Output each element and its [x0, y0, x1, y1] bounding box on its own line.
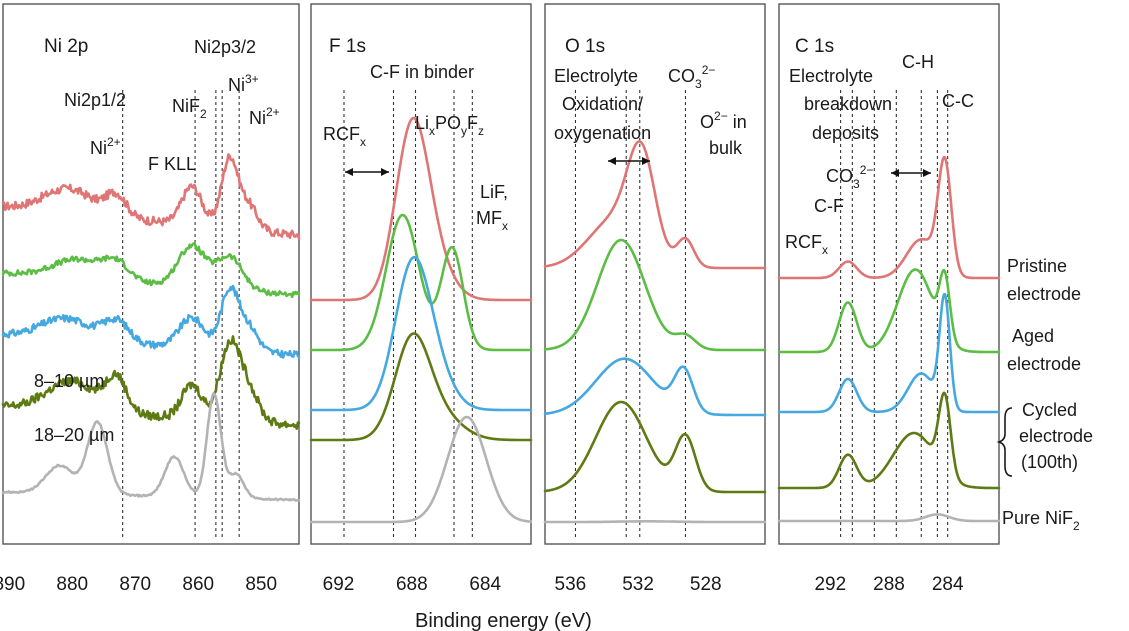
spectrum-o1s-1: [543, 238, 767, 352]
tick-label-ni2p-890: 890: [0, 574, 25, 595]
panel-title-f1s: F 1s: [329, 36, 366, 57]
spectrum-f1s-1: [309, 213, 533, 352]
tick-label-c1s-284: 284: [932, 574, 964, 595]
annotation-ni2p32: Ni2p3/2: [194, 37, 256, 57]
spectrum-c1s-2: [777, 292, 1001, 414]
tick-label-c1s-288: 288: [873, 574, 905, 595]
spectrum-o1s-2: [543, 357, 767, 417]
annotation-electrolyte-o: Electrolyte: [554, 66, 638, 86]
panel-frame-o1s: [544, 3, 766, 545]
tick-label-o1s-532: 532: [622, 574, 654, 595]
panel-title-c1s: C 1s: [795, 36, 834, 57]
tick-label-ni2p-870: 870: [119, 574, 151, 595]
arrowhead-co3-left: [891, 169, 899, 177]
tick-labels: 890 880 870 860 850 692 688 684 536 532 528 292 288 2…: [0, 574, 964, 595]
annotation-oxidation: Oxidation/: [562, 94, 643, 114]
annotation-lixpoyfz: LixPOyFz: [415, 113, 484, 138]
legend-pristine: Pristine electrode: [1007, 256, 1081, 304]
spectrum-f1s-0: [309, 116, 533, 302]
annotation-ch: C-H: [902, 52, 934, 72]
tick-label-f1s-684: 684: [469, 574, 501, 595]
panel-title-ni2p: Ni 2p: [44, 36, 88, 57]
annotation-cc: C-C: [942, 91, 974, 111]
spectrum-o1s-0: [543, 140, 767, 270]
annotation-ni2plus-left: Ni2+: [90, 135, 121, 158]
annotation-nif2: NiF2: [172, 96, 207, 121]
legend-pure-nif2: Pure NiF2: [1002, 508, 1080, 533]
annotation-bulk: bulk: [709, 138, 743, 158]
annotation-rcfx-c: RCFx: [785, 232, 828, 257]
panel-title-o1s: O 1s: [565, 36, 605, 57]
panel-frame-c1s: [778, 3, 1000, 545]
annotation-ni2plus-right: Ni2+: [249, 105, 280, 128]
tick-label-o1s-528: 528: [690, 574, 722, 595]
annotation-oxygenation: oxygenation: [554, 123, 651, 143]
spectrum-c1s-4: [777, 513, 1001, 523]
legend-aged: Aged electrode: [1007, 326, 1081, 374]
annotation-electrolyte-c: Electrolyte: [789, 66, 873, 86]
arrowhead-co3-right: [923, 169, 931, 177]
annotation-o2-in: O2− in: [700, 109, 747, 132]
annotation-ni3plus: Ni3+: [228, 72, 259, 95]
tick-label-ni2p-860: 860: [182, 574, 214, 595]
annotation-mfx: MFx: [476, 208, 508, 233]
peak-markers: [122, 90, 949, 540]
spectrum-c1s-1: [777, 268, 1001, 354]
spectrum-o1s-4: [543, 520, 767, 524]
spectrum-c1s-3: [777, 391, 1001, 490]
annotation-breakdown: breakdown: [804, 94, 892, 114]
legend-cycled: Cycled electrode (100th): [1019, 400, 1098, 472]
arrowhead-rcfx-right: [381, 168, 389, 176]
spectrum-ni2p-4: [1, 392, 301, 502]
annotation-cf-c: C-F: [814, 196, 844, 216]
arrowhead-oxidation-right: [642, 157, 650, 165]
annotation-co3-c: CO32−: [826, 163, 873, 191]
tick-label-c1s-292: 292: [814, 574, 846, 595]
arrowhead-rcfx-left: [345, 168, 353, 176]
annotation-deposits: deposits: [812, 123, 879, 143]
annotation-lif: LiF,: [480, 182, 508, 202]
spectrum-c1s-0: [777, 155, 1001, 280]
panel-frame-f1s: [310, 3, 532, 545]
annotation-cf-binder: C-F in binder: [370, 62, 474, 82]
spectrum-ni2p-1: [1, 241, 301, 299]
tick-label-f1s-692: 692: [323, 574, 355, 595]
tick-label-o1s-536: 536: [555, 574, 587, 595]
spectrum-ni2p-3: [1, 335, 301, 430]
spectrum-f1s-4: [309, 415, 533, 524]
tick-label-ni2p-850: 850: [245, 574, 277, 595]
annotation-depth-18-20: 18–20 µm: [34, 425, 114, 445]
tick-label-ni2p-880: 880: [56, 574, 88, 595]
spectra: [1, 116, 1001, 524]
spectrum-f1s-3: [309, 332, 533, 442]
spectrum-f1s-2: [309, 255, 533, 412]
x-axis-label: Binding energy (eV): [415, 610, 592, 631]
spectrum-o1s-3: [543, 400, 767, 494]
annotation-ni2p12: Ni2p1/2: [64, 90, 126, 110]
tick-label-f1s-688: 688: [396, 574, 428, 595]
annotation-depth-8-10: 8–10 µm: [34, 371, 104, 391]
annotation-co3-o: CO32−: [668, 63, 715, 91]
arrowhead-oxidation-left: [608, 157, 616, 165]
legend-cycled-brace: [996, 407, 1013, 477]
annotation-fkll: F KLL: [148, 154, 196, 174]
spectrum-ni2p-0: [1, 153, 301, 240]
spectrum-ni2p-2: [1, 284, 301, 359]
